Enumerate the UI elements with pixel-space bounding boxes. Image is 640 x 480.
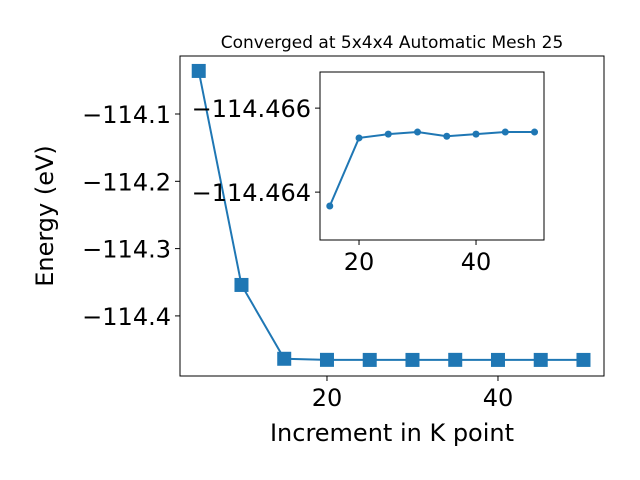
line	[197, 70, 584, 361]
y-tick-label: −114.2	[82, 168, 171, 196]
marker	[191, 63, 206, 78]
marker	[277, 351, 292, 366]
marker	[405, 352, 420, 367]
marker	[533, 352, 548, 367]
marker	[443, 132, 451, 140]
axes-frame	[319, 71, 545, 241]
y-tick-label: −114.464	[192, 179, 311, 207]
marker	[384, 130, 392, 138]
y-axis-label: Energy (eV)	[31, 145, 59, 287]
marker	[319, 352, 334, 367]
marker	[355, 134, 363, 142]
plot-area	[320, 72, 544, 240]
series	[326, 128, 539, 210]
x-axis-label: Increment in K point	[270, 419, 514, 447]
x-tick-label: 40	[483, 384, 514, 412]
axes-frame	[179, 55, 605, 377]
marker	[472, 130, 480, 138]
y-tick-label: −114.466	[192, 95, 311, 123]
line	[328, 131, 535, 207]
marker	[531, 128, 539, 136]
marker	[414, 128, 422, 136]
marker	[576, 352, 591, 367]
y-tick-label: −114.4	[82, 303, 171, 331]
marker	[501, 128, 509, 136]
y-tick-label: −114.3	[82, 236, 171, 264]
series	[191, 63, 591, 367]
y-tick-label: −114.1	[82, 101, 171, 129]
marker	[448, 352, 463, 367]
x-tick-label: 40	[461, 248, 492, 276]
marker	[326, 202, 334, 210]
marker	[490, 352, 505, 367]
marker	[362, 352, 377, 367]
marker	[234, 277, 249, 292]
x-tick-label: 20	[344, 248, 375, 276]
x-tick-label: 20	[312, 384, 343, 412]
chart-title: Converged at 5x4x4 Automatic Mesh 25	[221, 33, 564, 53]
